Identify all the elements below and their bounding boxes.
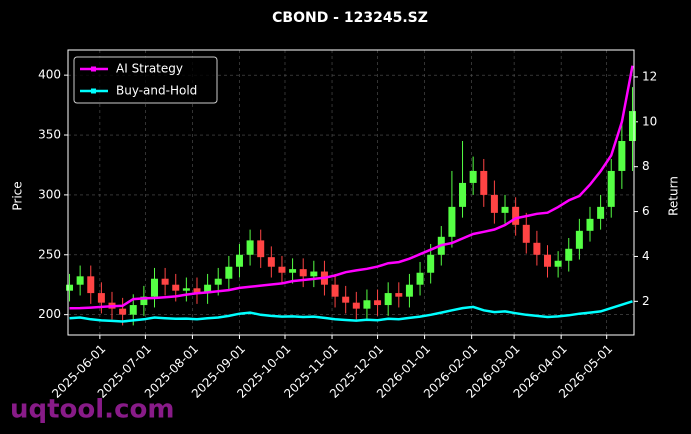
candle-body (416, 272, 424, 285)
legend-marker (91, 88, 96, 94)
candle-body (533, 242, 541, 255)
candle-body (469, 170, 477, 183)
legend-marker (91, 66, 96, 72)
candle-body (607, 170, 615, 207)
candle-body (299, 269, 307, 277)
legend-label: Buy-and-Hold (116, 84, 197, 98)
watermark: uqtool.com (10, 395, 174, 425)
candle-body (586, 218, 594, 231)
plot-frame (67, 49, 635, 336)
candle-body (97, 293, 105, 303)
candle-body (395, 293, 403, 297)
candle-body (278, 266, 286, 273)
y2-tick-label: 12 (642, 69, 657, 83)
y-tick-label: 250 (38, 247, 61, 261)
candle-body (512, 206, 520, 225)
candle-body (214, 278, 222, 285)
chart-title: CBOND - 123245.SZ (272, 10, 428, 26)
candle-body (204, 284, 212, 294)
candle-body (490, 194, 498, 213)
candle-body (448, 206, 456, 237)
candle-body (225, 266, 233, 279)
candle-body (501, 206, 509, 213)
candle-body (193, 288, 201, 294)
candle-body (289, 269, 297, 273)
candle-body (310, 271, 318, 277)
y2-axis-label: Return (667, 176, 681, 216)
candle-body (342, 296, 350, 303)
y-tick-label: 300 (38, 187, 61, 201)
y2-tick-label: 4 (642, 249, 650, 263)
candle-body (363, 300, 371, 309)
candle-body (618, 141, 626, 171)
candle-body (150, 278, 158, 297)
y-axis-label: Price (11, 181, 25, 210)
candle-body (161, 278, 169, 285)
candle-body (427, 254, 435, 273)
candle-body (597, 206, 605, 219)
candle-body (76, 276, 84, 285)
y2-tick-label: 8 (642, 159, 650, 173)
candle-body (182, 288, 190, 291)
legend-label: AI Strategy (116, 62, 183, 76)
candle-body (235, 254, 243, 267)
y2-tick-label: 2 (642, 294, 650, 308)
y-tick-label: 350 (38, 128, 61, 142)
y2-tick-label: 6 (642, 204, 650, 218)
candle-body (140, 296, 148, 306)
candle-body (331, 284, 339, 297)
candle-body (628, 111, 636, 142)
y2-tick-label: 10 (642, 114, 657, 128)
y-tick-label: 200 (38, 307, 61, 321)
candle-body (554, 260, 562, 267)
candle-body (575, 230, 583, 249)
candle-body (352, 302, 360, 309)
return-line (69, 300, 633, 323)
candle-body (565, 248, 573, 261)
candle-body (129, 305, 137, 315)
candle-body (384, 293, 392, 306)
legend-box (73, 56, 218, 104)
candle-body (119, 308, 127, 315)
candle-body (246, 240, 254, 255)
candle-body (459, 182, 467, 207)
candle-body (172, 284, 180, 291)
candle-body (87, 276, 95, 294)
return-line (69, 65, 634, 310)
candle-body (480, 170, 488, 195)
candle-body (522, 224, 530, 243)
candle-body (257, 240, 265, 258)
candle-body (66, 284, 74, 291)
y-tick-label: 400 (38, 68, 61, 82)
candle-body (374, 300, 382, 306)
candle-body (544, 254, 552, 267)
candle-body (405, 284, 413, 297)
candle-body (267, 257, 275, 267)
